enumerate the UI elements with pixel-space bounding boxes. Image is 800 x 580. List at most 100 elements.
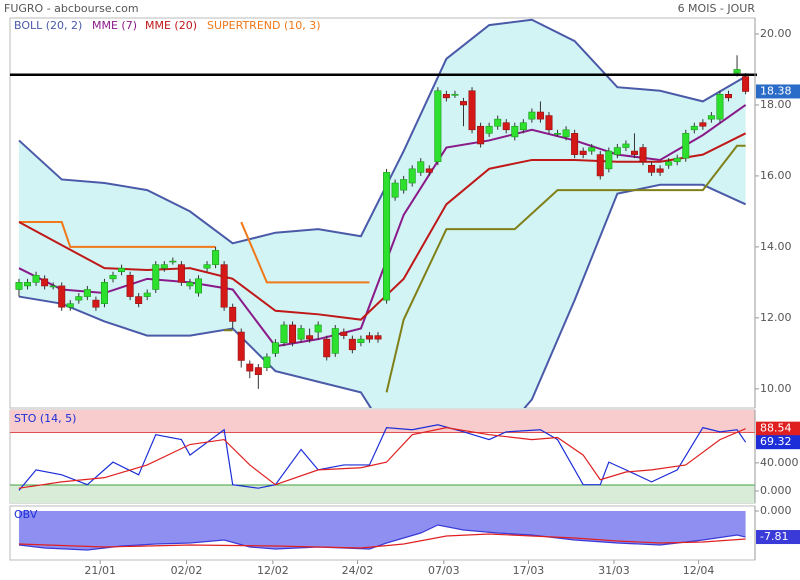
plot-area: [10, 410, 755, 503]
candle-body: [511, 125, 519, 138]
candle-body: [357, 338, 365, 344]
bollinger-lower: [18, 183, 747, 408]
chart-title: FUGRO - abcbourse.com: [4, 2, 139, 15]
candle-body: [417, 161, 425, 173]
x-tick-label: 21/01: [84, 564, 116, 577]
legend-entry: SUPERTREND (10, 3): [207, 19, 321, 32]
candle-body: [442, 93, 450, 99]
x-tick-label: 17/03: [513, 564, 545, 577]
bollinger-fill: [18, 19, 746, 408]
candle-body: [58, 285, 66, 308]
candle-body: [494, 118, 502, 127]
last-value-label: 88.54: [760, 422, 792, 435]
candle-body: [289, 324, 297, 344]
last-value-label: 69.32: [760, 435, 792, 448]
candle-body: [152, 264, 160, 290]
candle-body: [519, 122, 527, 131]
candle-body: [707, 115, 715, 120]
candle-body: [306, 335, 314, 340]
stochastic-line: [18, 426, 746, 489]
candle-body: [24, 282, 32, 287]
candle-body: [562, 129, 570, 138]
candle-body: [639, 147, 647, 163]
x-tick-label: 02/02: [171, 564, 203, 577]
y-tick-label: 10.00: [760, 382, 792, 395]
candle-body: [280, 324, 288, 344]
obv-line: [18, 533, 746, 549]
candle-body: [83, 289, 91, 297]
candle-body: [605, 150, 613, 170]
candle-body: [383, 172, 391, 301]
candle-body: [596, 154, 604, 177]
candle-body: [554, 133, 562, 135]
x-tick-label: 12/02: [257, 564, 289, 577]
last-value-label: 18.38: [760, 84, 792, 97]
obv-area: [18, 511, 746, 550]
x-tick-label: 07/03: [428, 564, 460, 577]
period-label: 6 MOIS - JOUR: [678, 2, 756, 15]
candle-body: [451, 93, 459, 96]
candle-body: [528, 111, 536, 120]
candle-body: [579, 150, 587, 155]
candle-body: [263, 356, 271, 368]
y-tick-label: 0.000: [760, 504, 792, 517]
candle-body: [348, 338, 356, 351]
moving-average: [18, 104, 747, 348]
candle-body: [588, 147, 596, 152]
candle-body: [126, 274, 134, 297]
candle-body: [229, 306, 237, 322]
candle-body: [15, 282, 23, 290]
candle-body: [408, 168, 416, 184]
plot-area: [18, 511, 746, 551]
candle-body: [323, 338, 331, 358]
candle-body: [32, 274, 40, 283]
x-tick-label: 12/04: [683, 564, 715, 577]
candle-body: [66, 303, 74, 308]
y-tick-label: 16.00: [760, 169, 792, 182]
candle-body: [733, 69, 741, 74]
candle-body: [682, 133, 690, 159]
candle-body: [118, 267, 126, 273]
candle-body: [673, 157, 681, 163]
x-tick-label: 31/03: [598, 564, 630, 577]
candle-body: [237, 331, 245, 361]
x-tick-label: 24/02: [342, 564, 374, 577]
candle-body: [177, 264, 185, 283]
candle-body: [135, 296, 143, 304]
candle-body: [656, 168, 664, 173]
candle-body: [477, 125, 485, 145]
candle-body: [665, 161, 673, 166]
candle-body: [468, 90, 476, 131]
candle-body: [169, 260, 177, 263]
candle-body: [92, 299, 100, 308]
y-tick-label: 20.00: [760, 27, 792, 40]
y-tick-label: 12.00: [760, 311, 792, 324]
candle-body: [742, 76, 750, 92]
last-value-box: [756, 84, 800, 99]
y-tick-label: 0.000: [760, 484, 792, 497]
candle-body: [485, 125, 493, 134]
candle-body: [297, 328, 305, 340]
candle-body: [212, 250, 220, 265]
y-tick-label: 14.00: [760, 240, 792, 253]
candle-body: [690, 125, 698, 131]
candle-body: [75, 296, 83, 301]
oversold-zone: [10, 485, 755, 503]
candle-body: [254, 367, 262, 375]
candle-body: [203, 264, 211, 269]
candle-body: [571, 133, 579, 155]
plot-area: [15, 18, 750, 408]
candle-body: [331, 328, 339, 354]
candle-body: [716, 93, 724, 120]
candle-body: [699, 122, 707, 127]
candle-body: [160, 264, 168, 269]
candle-body: [434, 90, 442, 163]
candle-body: [143, 292, 151, 297]
candle-body: [186, 282, 194, 287]
overbought-zone: [10, 410, 755, 433]
candle-body: [49, 285, 57, 288]
candle-body: [459, 101, 467, 106]
moving-average: [18, 132, 747, 321]
candle-body: [374, 335, 382, 340]
